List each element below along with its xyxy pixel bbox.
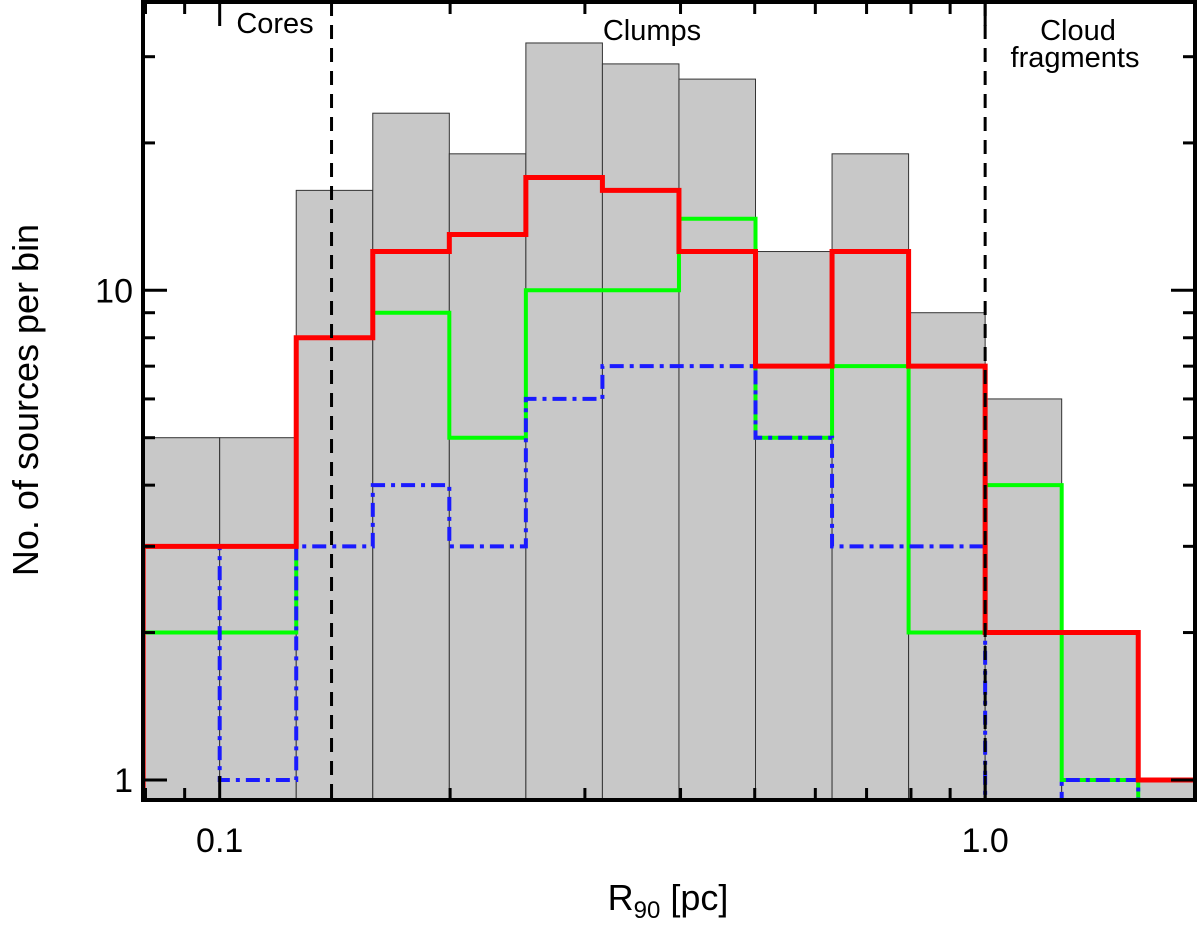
annotation-label: fragments — [1011, 42, 1140, 74]
gray-bar — [678, 78, 757, 800]
axes-frame — [141, 0, 1197, 802]
x-tick-label: 0.1 — [196, 822, 243, 860]
y-tick-label: 1 — [114, 762, 133, 800]
gray-bar — [1061, 632, 1139, 800]
x-axis-label: R90 [pc] — [608, 877, 729, 924]
gray-bar — [1137, 779, 1195, 800]
gray-bar — [755, 251, 833, 800]
gray-bar — [908, 312, 986, 800]
gray-bar — [525, 42, 603, 800]
x-tick-label: 1.0 — [962, 822, 1009, 860]
annotation-label: Clumps — [603, 15, 701, 47]
annotation-label: Cloud — [1040, 15, 1116, 47]
red-series-line — [143, 174, 1195, 800]
gray-bar — [219, 437, 297, 800]
gray-bar — [372, 112, 450, 800]
gray-bar — [984, 398, 1063, 800]
y-tick-label: 10 — [95, 272, 133, 310]
plot-content — [143, 2, 1195, 800]
y-axis-label: No. of sources per bin — [5, 224, 46, 576]
blue-series-line — [143, 364, 1141, 800]
annotation-label: Cores — [236, 8, 313, 40]
gray-bar — [601, 63, 680, 800]
gray-bar — [831, 153, 910, 800]
gray-bar — [143, 437, 221, 800]
gray-bar — [448, 153, 527, 800]
gray-bar — [295, 189, 374, 800]
